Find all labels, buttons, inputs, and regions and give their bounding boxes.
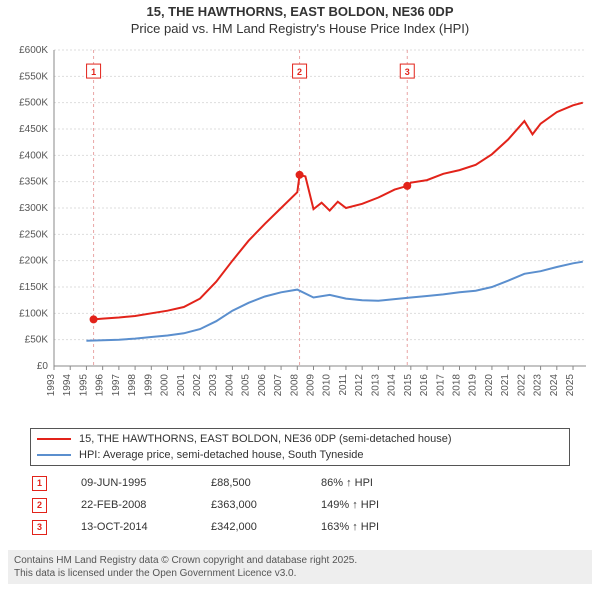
svg-text:2000: 2000: [160, 374, 171, 397]
svg-text:2011: 2011: [338, 374, 349, 396]
svg-text:£0: £0: [37, 361, 49, 372]
svg-text:2020: 2020: [484, 374, 495, 397]
legend: 15, THE HAWTHORNS, EAST BOLDON, NE36 0DP…: [30, 428, 570, 466]
svg-text:2018: 2018: [451, 374, 462, 397]
event-marker: 2: [32, 498, 47, 513]
event-marker: 3: [32, 520, 47, 535]
event-row: 3 13-OCT-2014 £342,000 163% ↑ HPI: [30, 516, 570, 538]
svg-text:2: 2: [297, 67, 302, 77]
legend-label: HPI: Average price, semi-detached house,…: [79, 449, 364, 461]
svg-text:2014: 2014: [387, 374, 398, 397]
svg-text:3: 3: [405, 67, 410, 77]
event-price: £342,000: [211, 521, 321, 533]
svg-text:£600K: £600K: [19, 45, 48, 56]
svg-text:£550K: £550K: [19, 71, 48, 82]
svg-text:2013: 2013: [370, 374, 381, 397]
svg-text:2025: 2025: [565, 374, 576, 397]
legend-item: HPI: Average price, semi-detached house,…: [37, 447, 563, 463]
svg-text:2003: 2003: [208, 374, 219, 397]
svg-text:1993: 1993: [46, 374, 57, 397]
svg-text:2009: 2009: [306, 374, 317, 397]
event-marker: 1: [32, 476, 47, 491]
svg-text:2022: 2022: [516, 374, 527, 397]
events-table: 1 09-JUN-1995 £88,500 86% ↑ HPI 2 22-FEB…: [30, 472, 570, 538]
svg-text:2005: 2005: [241, 374, 252, 397]
event-hpi: 149% ↑ HPI: [321, 499, 441, 511]
svg-text:£400K: £400K: [19, 150, 48, 161]
svg-text:1998: 1998: [127, 374, 138, 397]
svg-text:£350K: £350K: [19, 177, 48, 188]
svg-text:2008: 2008: [289, 374, 300, 397]
svg-text:1995: 1995: [78, 374, 89, 397]
event-row: 1 09-JUN-1995 £88,500 86% ↑ HPI: [30, 472, 570, 494]
svg-text:2016: 2016: [419, 374, 430, 397]
svg-text:2010: 2010: [322, 374, 333, 397]
event-marker-number: 2: [37, 500, 42, 510]
price-chart: £0£50K£100K£150K£200K£250K£300K£350K£400…: [50, 46, 590, 416]
svg-text:2017: 2017: [435, 374, 446, 397]
svg-text:2006: 2006: [257, 374, 268, 397]
event-date: 09-JUN-1995: [47, 477, 211, 489]
legend-item: 15, THE HAWTHORNS, EAST BOLDON, NE36 0DP…: [37, 431, 563, 447]
chart-title-block: 15, THE HAWTHORNS, EAST BOLDON, NE36 0DP…: [0, 0, 600, 38]
svg-text:£150K: £150K: [19, 282, 48, 293]
svg-text:£200K: £200K: [19, 256, 48, 267]
data-attribution-footer: Contains HM Land Registry data © Crown c…: [8, 550, 592, 584]
legend-swatch: [37, 454, 71, 456]
svg-text:2007: 2007: [273, 374, 284, 397]
svg-text:2023: 2023: [533, 374, 544, 397]
footer-line-1: Contains HM Land Registry data © Crown c…: [14, 554, 586, 567]
event-hpi: 86% ↑ HPI: [321, 477, 441, 489]
event-price: £88,500: [211, 477, 321, 489]
event-hpi: 163% ↑ HPI: [321, 521, 441, 533]
footer-line-2: This data is licensed under the Open Gov…: [14, 567, 586, 580]
event-marker-number: 1: [37, 478, 42, 488]
svg-text:2001: 2001: [176, 374, 187, 397]
title-line-1: 15, THE HAWTHORNS, EAST BOLDON, NE36 0DP: [0, 4, 600, 21]
svg-text:2021: 2021: [500, 374, 511, 397]
legend-label: 15, THE HAWTHORNS, EAST BOLDON, NE36 0DP…: [79, 433, 452, 445]
svg-text:£250K: £250K: [19, 229, 48, 240]
svg-text:2019: 2019: [468, 374, 479, 397]
svg-text:2012: 2012: [354, 374, 365, 397]
svg-text:£300K: £300K: [19, 203, 48, 214]
svg-text:1: 1: [91, 67, 96, 77]
event-date: 13-OCT-2014: [47, 521, 211, 533]
svg-text:2004: 2004: [224, 374, 235, 397]
svg-text:£500K: £500K: [19, 98, 48, 109]
event-marker-number: 3: [37, 522, 42, 532]
svg-text:1996: 1996: [95, 374, 106, 397]
svg-text:2024: 2024: [549, 374, 560, 397]
svg-text:2015: 2015: [403, 374, 414, 397]
event-date: 22-FEB-2008: [47, 499, 211, 511]
event-row: 2 22-FEB-2008 £363,000 149% ↑ HPI: [30, 494, 570, 516]
svg-text:2002: 2002: [192, 374, 203, 397]
svg-text:1997: 1997: [111, 374, 122, 397]
title-line-2: Price paid vs. HM Land Registry's House …: [0, 21, 600, 38]
legend-swatch: [37, 438, 71, 440]
event-price: £363,000: [211, 499, 321, 511]
svg-text:£50K: £50K: [25, 335, 49, 346]
svg-text:1999: 1999: [143, 374, 154, 397]
svg-text:1994: 1994: [62, 374, 73, 397]
svg-text:£100K: £100K: [19, 308, 48, 319]
svg-text:£450K: £450K: [19, 124, 48, 135]
